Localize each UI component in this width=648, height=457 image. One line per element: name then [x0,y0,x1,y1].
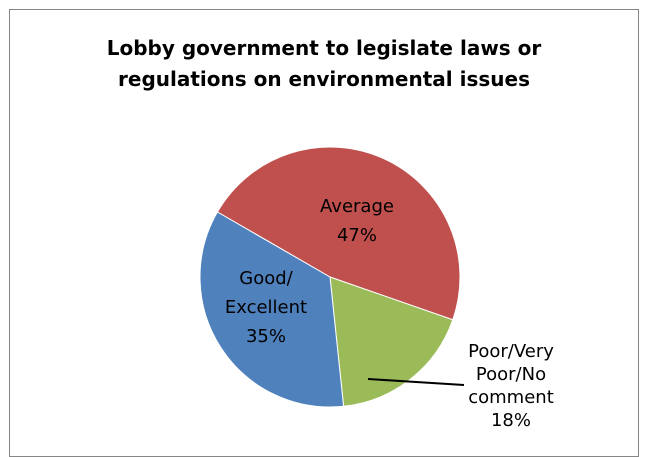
data-label-good-excellent: Good/Excellent 35% [225,268,307,347]
leader-line [367,378,465,386]
data-label-average: Average 47% [320,196,394,246]
chart-title: Lobby government to legislate laws or re… [9,33,639,95]
pie-slice-average [216,146,461,321]
pie-slice-poor-very-poor-no-comment [329,276,454,407]
chart-title-line-1: Lobby government to legislate laws or [106,36,542,60]
pie-slice-good-excellent [199,211,345,408]
chart-title-line-2: regulations on environmental issues [118,67,530,91]
data-label-poor-very-poor-no-comment: Poor/Very Poor/No comment 18% [468,341,554,431]
